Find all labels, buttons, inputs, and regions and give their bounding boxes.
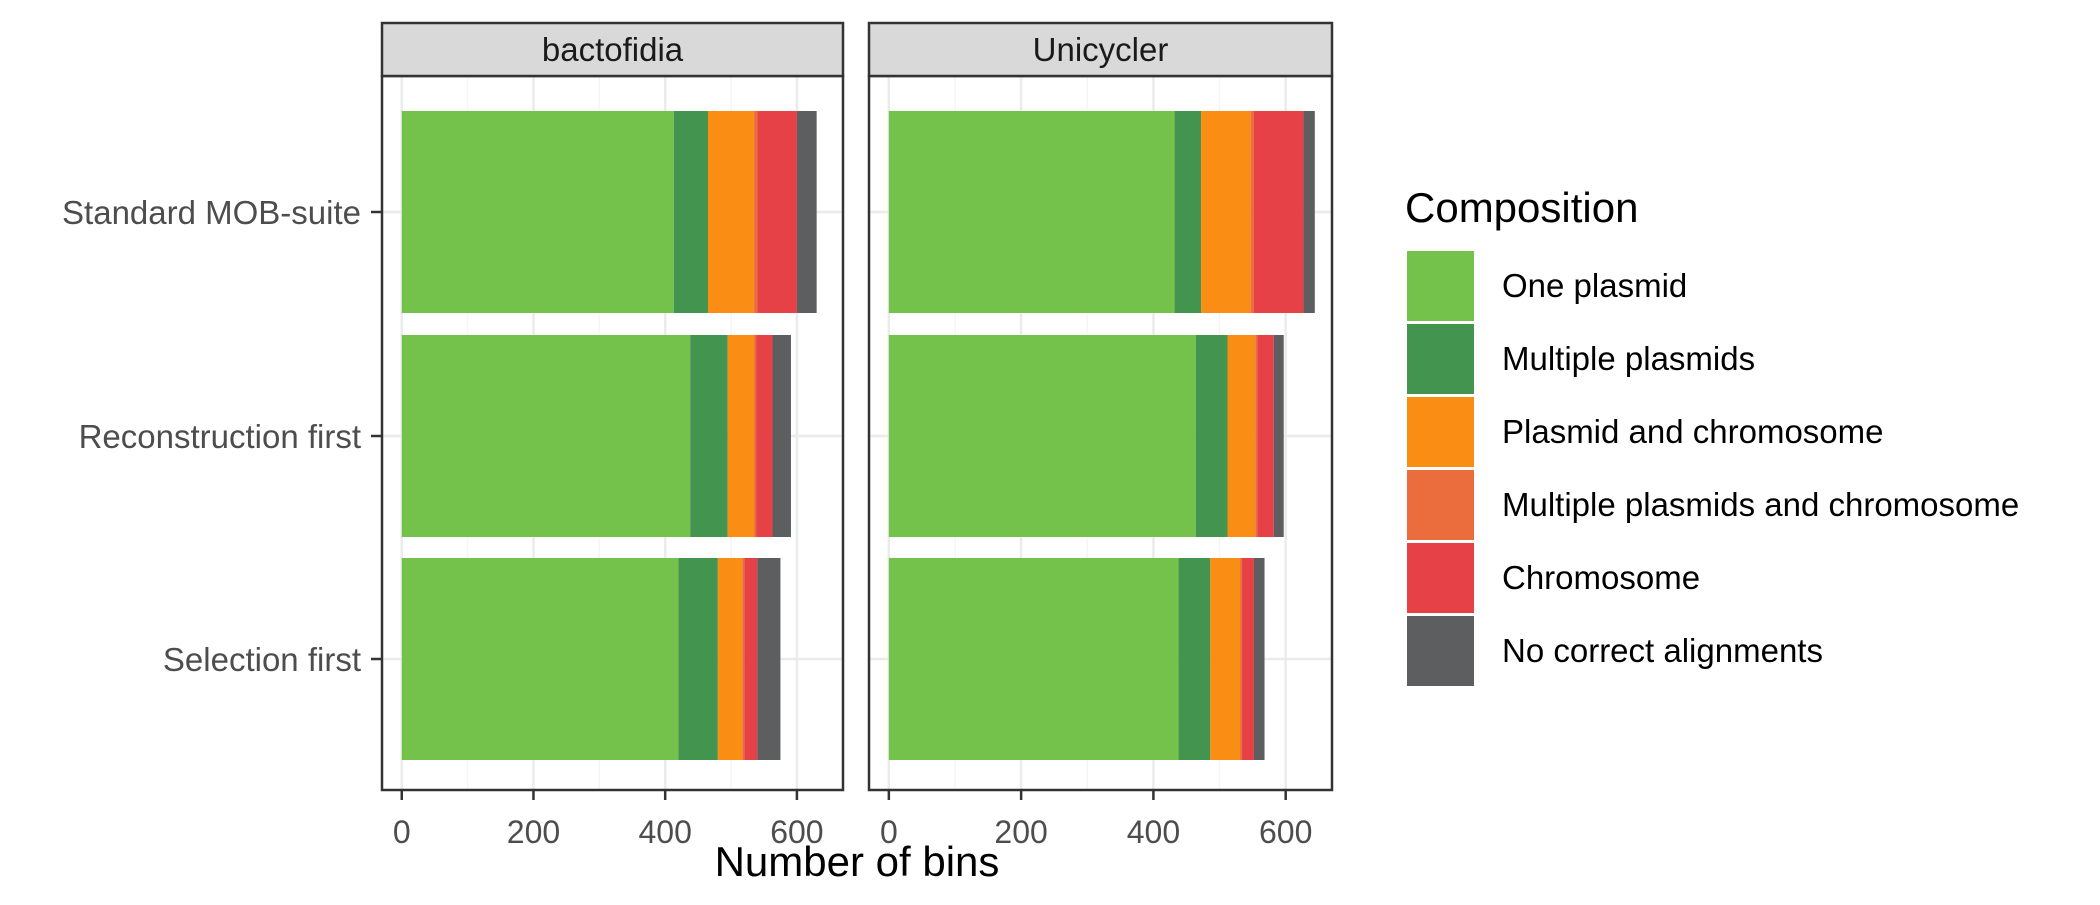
bar-segment	[796, 111, 817, 313]
bar-segment	[1242, 558, 1254, 760]
y-tick-label: Reconstruction first	[79, 418, 361, 455]
bar-segment	[1195, 335, 1228, 537]
bar-segment	[888, 558, 1179, 760]
bar-segment	[690, 335, 728, 537]
bar-segment	[1227, 335, 1256, 537]
x-tick-label: 600	[1259, 814, 1312, 850]
y-tick-label: Standard MOB-suite	[62, 194, 361, 231]
legend-title: Composition	[1405, 184, 1638, 231]
bar-segment	[727, 335, 755, 537]
bar-segment	[678, 558, 718, 760]
legend-label: Multiple plasmids	[1502, 340, 1755, 377]
bar-segment	[742, 558, 745, 760]
bar-segment	[1255, 335, 1258, 537]
x-tick-label: 400	[638, 814, 691, 850]
bar-segment	[1303, 111, 1315, 313]
bar-segment	[744, 558, 758, 760]
bar-segment	[401, 335, 691, 537]
legend: Composition One plasmid Multiple plasmids P…	[1405, 184, 2019, 686]
facet-panel-unicycler: Unicycler 0 200 400 600	[867, 21, 1334, 850]
bar-segment	[1257, 335, 1274, 537]
bar-segment	[1240, 558, 1243, 760]
y-tick-label: Selection first	[163, 641, 361, 678]
facet-panel-bactofidia: bactofidia 0 200 400 600	[380, 21, 845, 850]
facet-strip-label: bactofidia	[542, 31, 684, 68]
bar-segment	[707, 111, 755, 313]
bar-segment	[756, 335, 773, 537]
legend-label: Chromosome	[1502, 559, 1700, 596]
legend-key	[1407, 470, 1474, 540]
bar-segment	[1273, 335, 1284, 537]
legend-key	[1407, 616, 1474, 686]
x-axis-title: Number of bins	[715, 838, 1000, 885]
bar-segment	[1201, 111, 1251, 313]
bar-segment	[754, 111, 758, 313]
bar-segment	[1174, 111, 1202, 313]
bar-segment	[754, 335, 757, 537]
bar-segment	[757, 558, 781, 760]
x-tick-label: 200	[507, 814, 560, 850]
bar-segment	[401, 111, 674, 313]
legend-key	[1407, 543, 1474, 613]
x-tick-label: 400	[1127, 814, 1180, 850]
facet-strip-label: Unicycler	[1033, 31, 1169, 68]
legend-label: Plasmid and chromosome	[1502, 413, 1884, 450]
facet-strip	[867, 21, 1334, 78]
x-tick-label: 0	[880, 814, 898, 850]
bar-segment	[1210, 558, 1241, 760]
bar-segment	[1253, 558, 1265, 760]
legend-label: No correct alignments	[1502, 632, 1823, 669]
bar-segment	[717, 558, 743, 760]
x-tick-label: 600	[770, 814, 823, 850]
bar-segment	[888, 335, 1196, 537]
legend-label: Multiple plasmids and chromosome	[1502, 486, 2019, 523]
x-tick-label: 0	[393, 814, 411, 850]
bar-segment	[772, 335, 791, 537]
x-tick-label: 200	[994, 814, 1047, 850]
legend-key	[1407, 251, 1474, 321]
bar-segment	[1253, 111, 1304, 313]
legend-key	[1407, 324, 1474, 394]
bar-segment	[401, 558, 679, 760]
bar-segment	[1178, 558, 1211, 760]
bar-segment	[673, 111, 708, 313]
bar-segment	[1250, 111, 1254, 313]
bar-segment	[888, 111, 1175, 313]
bar-segment	[757, 111, 797, 313]
legend-label: One plasmid	[1502, 267, 1687, 304]
legend-key	[1407, 397, 1474, 467]
facet-strip	[380, 21, 845, 78]
